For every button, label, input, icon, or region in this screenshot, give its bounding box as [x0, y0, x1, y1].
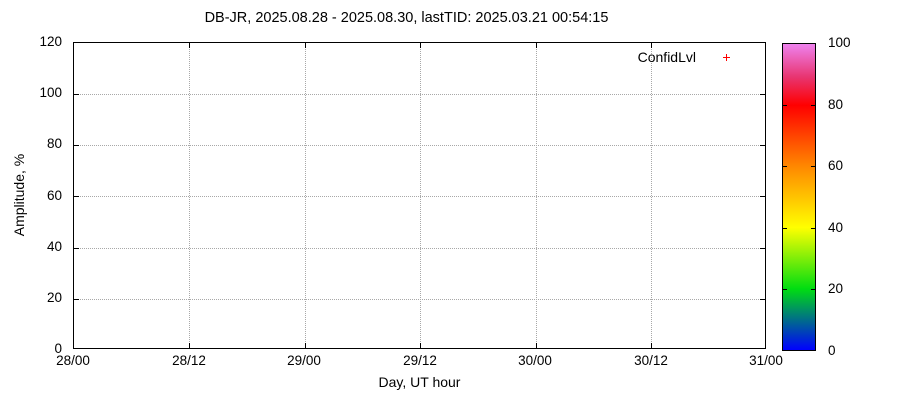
tick-mark: [760, 145, 765, 146]
colorbar-tick-mark: [783, 166, 787, 167]
colorbar-tick-label: 80: [828, 97, 844, 112]
x-tick-label: 29/12: [403, 353, 437, 368]
gridline-horizontal: [74, 94, 765, 95]
colorbar-tick-label: 100: [828, 35, 851, 50]
gridline-horizontal: [74, 299, 765, 300]
tick-mark: [760, 248, 765, 249]
tick-mark: [305, 43, 306, 48]
colorbar-tick-mark: [783, 228, 787, 229]
gridline-vertical: [420, 43, 421, 348]
gridline-horizontal: [74, 248, 765, 249]
colorbar-tick-mark: [811, 228, 815, 229]
tick-mark: [74, 94, 79, 95]
x-axis-label: Day, UT hour: [378, 374, 461, 390]
chart-title: DB-JR, 2025.08.28 - 2025.08.30, lastTID:…: [204, 10, 609, 26]
y-tick-label: 20: [46, 290, 62, 305]
x-tick-label: 28/12: [172, 353, 206, 368]
legend-label: ConfidLvl: [637, 49, 696, 65]
tick-mark: [536, 43, 537, 48]
tick-mark: [760, 196, 765, 197]
colorbar-tick-mark: [783, 105, 787, 106]
tick-mark: [760, 299, 765, 300]
legend-marker-plus-icon: [723, 54, 730, 61]
colorbar: [782, 43, 816, 351]
y-tick-label: 0: [54, 341, 62, 356]
tick-mark: [760, 94, 765, 95]
gridline-horizontal: [74, 145, 765, 146]
colorbar-tick-label: 0: [828, 343, 836, 358]
colorbar-tick-mark: [811, 166, 815, 167]
colorbar-tick-label: 60: [828, 158, 844, 173]
y-tick-label: 120: [39, 34, 62, 49]
gridline-vertical: [305, 43, 306, 348]
x-tick-label: 30/00: [518, 353, 552, 368]
y-tick-label: 60: [46, 188, 62, 203]
plot-area: ConfidLvl: [73, 42, 766, 349]
y-tick-label: 80: [46, 136, 62, 151]
tick-mark: [420, 343, 421, 348]
colorbar-tick-label: 40: [828, 220, 844, 235]
tick-mark: [189, 43, 190, 48]
tick-mark: [536, 343, 537, 348]
x-tick-label: 31/00: [749, 353, 783, 368]
y-tick-label: 100: [39, 85, 62, 100]
tick-mark: [74, 145, 79, 146]
gridline-vertical: [189, 43, 190, 348]
colorbar-tick-label: 20: [828, 281, 844, 296]
tick-mark: [74, 196, 79, 197]
tick-mark: [74, 299, 79, 300]
y-tick-label: 40: [46, 239, 62, 254]
tick-mark: [305, 343, 306, 348]
gridline-vertical: [536, 43, 537, 348]
colorbar-tick-mark: [811, 105, 815, 106]
tick-mark: [74, 248, 79, 249]
x-tick-label: 30/12: [634, 353, 668, 368]
tick-mark: [651, 43, 652, 48]
gridline-horizontal: [74, 196, 765, 197]
colorbar-tick-mark: [783, 289, 787, 290]
tick-mark: [651, 343, 652, 348]
x-tick-label: 29/00: [287, 353, 321, 368]
plus-vertical-bar: [726, 54, 727, 61]
tick-mark: [420, 43, 421, 48]
colorbar-tick-mark: [811, 289, 815, 290]
tick-mark: [189, 343, 190, 348]
x-tick-label: 28/00: [56, 353, 90, 368]
gridline-vertical: [651, 43, 652, 348]
